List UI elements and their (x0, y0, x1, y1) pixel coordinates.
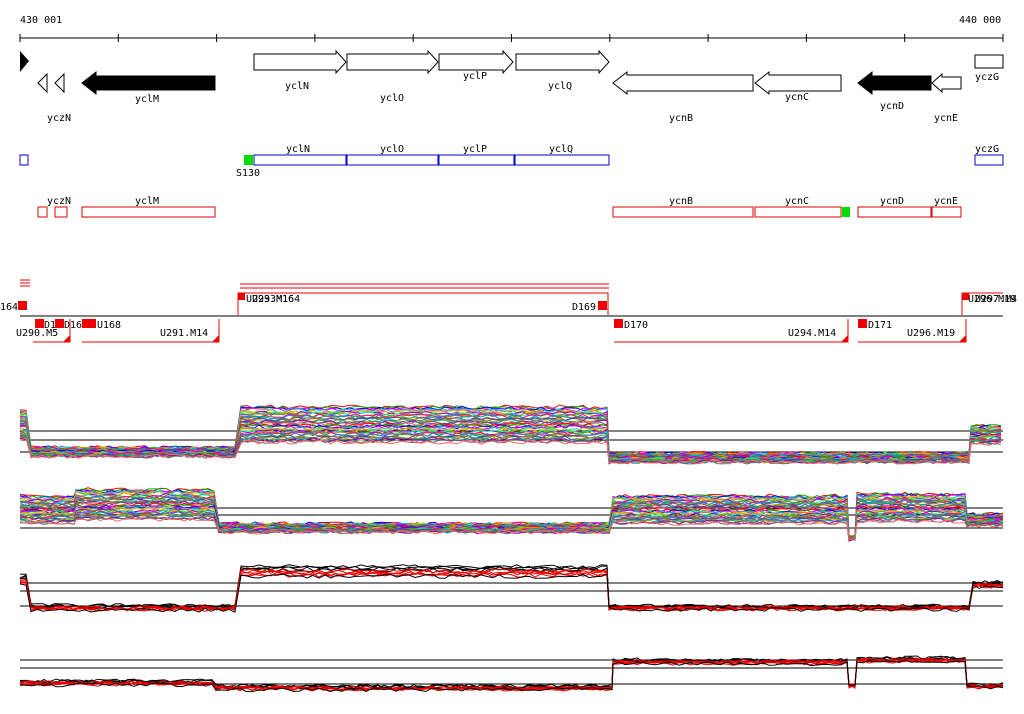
axis-ticks (19, 34, 1004, 42)
transcript-label: yclO (380, 144, 404, 155)
transcript-box-yclO[interactable] (346, 154, 439, 166)
transcript-label: ycnD (880, 196, 904, 207)
transcript-box-yclM[interactable] (81, 206, 216, 218)
gene-label: ycnC (785, 92, 809, 103)
segment-marker[interactable] (82, 319, 96, 328)
transcript-box-yczN-b[interactable] (54, 206, 68, 218)
gene-label: yclO (380, 93, 404, 104)
segment-label: D171 (868, 320, 892, 331)
transcript-label: yclN (286, 144, 310, 155)
segment-marker[interactable] (962, 293, 969, 300)
segment-marker[interactable] (858, 319, 867, 328)
segment-label: D16 (64, 320, 82, 331)
segmentation-track: 164 U293.M16 U293M164 D169 U296.M19 U297… (0, 279, 1017, 343)
transcript-label: yclM (135, 196, 159, 207)
segment-marker[interactable] (55, 319, 64, 328)
gene-label: ycnB (669, 113, 693, 124)
transcript-label: ycnC (785, 196, 809, 207)
gene-track: yczN yclM yclN yclO yclP yclQ (20, 49, 1004, 124)
segment-marker[interactable] (238, 293, 245, 300)
segment-label: U297.M4 (975, 294, 1017, 305)
segment-marker[interactable] (598, 301, 607, 310)
segment-label: U293.M16 (246, 294, 294, 305)
transcript-box[interactable] (19, 154, 29, 166)
gene-label: yczN (47, 113, 71, 124)
gene-yclN[interactable]: yclN (253, 49, 347, 92)
segment-label: U291.M14 (160, 328, 208, 339)
segment-marker[interactable] (614, 319, 623, 328)
segment-label: 164 (0, 302, 18, 313)
gene-ycnC[interactable]: ycnC (754, 70, 842, 103)
gene-label: yclM (135, 94, 159, 105)
expression-traces (19, 404, 1002, 465)
gene-label: yclN (285, 81, 309, 92)
gene-yclO[interactable]: yclO (346, 49, 439, 104)
gene-ycnB[interactable]: ycnB (612, 70, 754, 124)
segment-label: U168 (97, 320, 121, 331)
axis-end-label: 440 000 (959, 15, 1001, 26)
segment-label: U296.M19 (907, 328, 955, 339)
plus-strand-transcripts: S130 yclN yclO yclP yclQ yczG (19, 144, 1004, 179)
minus-strand-transcripts: yczN yclM ycnB ycnC ycnD ycnE (37, 196, 962, 218)
axis-start-label: 430 001 (20, 15, 62, 26)
site-marker[interactable] (842, 207, 850, 217)
segment-marker[interactable] (35, 319, 44, 328)
segment-label: D16 (44, 320, 62, 331)
segment-label: D169 (572, 302, 596, 313)
site-marker-S130[interactable] (244, 155, 253, 165)
transcript-label: ycnB (669, 196, 693, 207)
expression-panel-1 (19, 404, 1003, 465)
gene-yclM[interactable]: yclM (81, 70, 216, 105)
transcript-label: yclP (463, 144, 487, 155)
expression-panel-3 (19, 564, 1004, 613)
transcript-box-yczN-a[interactable] (37, 206, 48, 218)
transcript-box-ycnE[interactable] (931, 206, 962, 218)
transcript-box-ycnC[interactable] (754, 206, 842, 218)
gene-ycnE[interactable]: ycnE (931, 72, 962, 124)
gene-yclP[interactable]: yclP (438, 49, 514, 82)
transcript-box-yclP[interactable] (438, 154, 515, 166)
gene-label: yclP (463, 71, 487, 82)
gene-label: yczG (975, 72, 999, 83)
transcript-box-yclQ[interactable] (514, 154, 610, 166)
segment-label: U294.M14 (788, 328, 836, 339)
gene-label: yclQ (548, 81, 572, 92)
expression-panel-2 (19, 487, 1004, 542)
transcript-label: yczG (975, 144, 999, 155)
segment-label: U290.M5 (16, 328, 58, 339)
transcript-box-yczG[interactable] (974, 154, 1004, 166)
segment-marker[interactable] (18, 301, 27, 310)
gene-yclQ[interactable]: yclQ (515, 49, 610, 92)
transcript-box-ycnD[interactable] (857, 206, 932, 218)
transcript-label: ycnE (934, 196, 958, 207)
gene-label: ycnE (934, 113, 958, 124)
transcript-label: yclQ (549, 144, 573, 155)
gene-label: ycnD (880, 101, 904, 112)
gene-ycnD[interactable]: ycnD (857, 70, 932, 112)
transcript-box-ycnB[interactable] (612, 206, 754, 218)
expression-traces (19, 564, 1004, 613)
gene-yczG[interactable]: yczG (974, 54, 1004, 83)
expression-panel-4 (19, 655, 1004, 693)
expression-traces (19, 487, 1004, 542)
transcript-box-yclN[interactable] (253, 154, 347, 166)
site-label: S130 (236, 168, 260, 179)
segment-label: U296.M19 (968, 294, 1016, 305)
region-start-marker (20, 51, 29, 72)
segment-label: D170 (624, 320, 648, 331)
coordinate-axis: 430 001 440 000 (19, 15, 1004, 42)
expression-traces (19, 655, 1004, 693)
segment-label: U293M164 (252, 294, 300, 305)
transcript-label: yczN (47, 196, 71, 207)
gene-yczN[interactable]: yczN (37, 72, 71, 124)
